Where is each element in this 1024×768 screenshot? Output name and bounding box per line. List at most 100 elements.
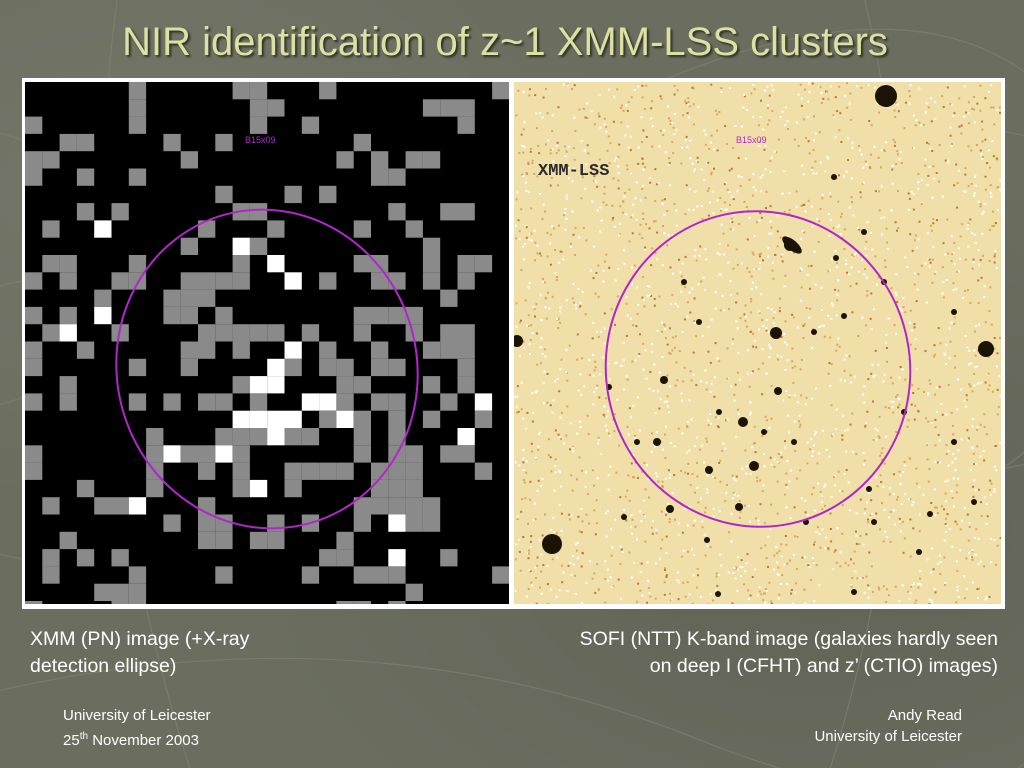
sofi-noise (621, 364, 624, 367)
sofi-noise (859, 577, 862, 580)
sofi-noise (678, 581, 681, 584)
sofi-noise (996, 544, 999, 547)
sofi-noise (837, 470, 840, 473)
sofi-noise (529, 480, 532, 483)
sofi-noise (970, 556, 973, 559)
sofi-noise (741, 125, 743, 128)
sofi-noise (556, 276, 558, 278)
sofi-noise (726, 377, 729, 380)
sofi-noise (533, 229, 536, 232)
xmm-pixel (457, 445, 475, 463)
sofi-noise (641, 184, 644, 187)
sofi-noise (689, 370, 692, 373)
sofi-noise (786, 583, 789, 586)
sofi-noise (979, 423, 982, 426)
xmm-pixel (198, 272, 216, 290)
sofi-noise (759, 212, 762, 215)
galaxy-blob (681, 279, 687, 285)
sofi-noise (643, 298, 646, 301)
sofi-noise (865, 423, 868, 426)
xmm-pixel (232, 462, 250, 480)
sofi-noise (546, 112, 549, 115)
sofi-noise (669, 441, 672, 444)
sofi-noise (885, 347, 888, 349)
sofi-noise (646, 579, 649, 582)
sofi-noise (551, 411, 554, 414)
sofi-noise (773, 568, 776, 571)
sofi-noise (859, 191, 862, 194)
sofi-noise (553, 380, 556, 383)
xmm-pixel (405, 514, 423, 532)
sofi-noise (696, 161, 699, 164)
sofi-noise (640, 520, 643, 522)
sofi-noise (764, 168, 767, 171)
sofi-noise (584, 149, 587, 151)
sofi-noise (952, 477, 955, 480)
sofi-noise (882, 585, 885, 588)
sofi-noise (649, 181, 652, 184)
sofi-noise (891, 168, 894, 171)
sofi-noise (585, 239, 588, 242)
sofi-noise (585, 471, 588, 474)
sofi-noise (867, 84, 869, 87)
sofi-noise (770, 417, 773, 420)
sofi-noise (663, 400, 666, 403)
sofi-noise (776, 552, 779, 555)
sofi-noise (631, 576, 633, 579)
xmm-pixel (492, 566, 509, 584)
sofi-noise (600, 330, 603, 333)
sofi-noise (973, 479, 976, 482)
sofi-noise (934, 101, 937, 104)
sofi-noise (688, 291, 691, 294)
sofi-noise (694, 491, 696, 494)
sofi-noise (666, 209, 669, 212)
sofi-noise (748, 216, 751, 219)
sofi-noise (565, 217, 568, 220)
sofi-noise (541, 478, 544, 480)
sofi-noise (863, 459, 866, 462)
sofi-noise (540, 254, 543, 257)
sofi-noise (569, 422, 572, 425)
sofi-noise (927, 174, 930, 177)
sofi-noise (737, 157, 740, 159)
sofi-noise (706, 544, 709, 547)
sofi-noise (809, 579, 812, 582)
sofi-noise (985, 596, 988, 599)
sofi-noise (518, 538, 521, 541)
sofi-noise (829, 195, 832, 198)
sofi-noise (901, 368, 904, 371)
sofi-noise (620, 548, 623, 551)
sofi-noise (680, 290, 682, 293)
footer-author: Andy Read (887, 707, 962, 724)
xmm-pixel (457, 255, 475, 273)
sofi-noise (763, 521, 766, 524)
sofi-noise (625, 295, 628, 298)
xmm-pixel (492, 82, 509, 100)
sofi-noise (538, 152, 541, 155)
sofi-noise (579, 426, 582, 429)
sofi-noise (587, 522, 590, 525)
sofi-noise (985, 522, 988, 525)
sofi-noise (927, 480, 930, 483)
sofi-noise (633, 264, 636, 267)
sofi-noise (776, 561, 779, 564)
sofi-noise (914, 272, 916, 275)
sofi-noise (627, 433, 630, 436)
xmm-pixel (284, 341, 302, 359)
sofi-noise (827, 270, 830, 273)
sofi-noise (538, 252, 541, 255)
sofi-noise (746, 553, 749, 556)
sofi-noise (953, 242, 956, 244)
sofi-noise (951, 453, 954, 455)
sofi-noise (743, 211, 746, 214)
sofi-noise (908, 457, 911, 460)
sofi-noise (793, 138, 796, 141)
sofi-noise (820, 500, 823, 503)
sofi-noise (910, 191, 913, 194)
sofi-noise (999, 179, 1001, 182)
sofi-noise (887, 317, 890, 320)
sofi-noise (691, 162, 694, 165)
sofi-noise (978, 323, 980, 326)
sofi-noise (727, 571, 730, 574)
sofi-noise (948, 527, 951, 530)
